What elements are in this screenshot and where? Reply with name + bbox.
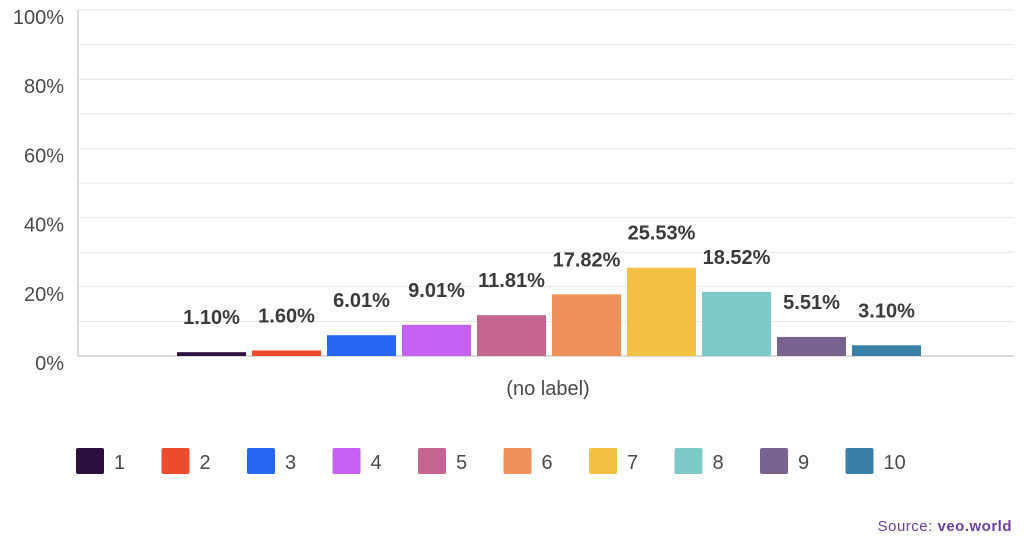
data-label-series-4: 9.01%: [408, 280, 465, 302]
data-label-series-5: 11.81%: [478, 270, 545, 292]
data-label-series-7: 25.53%: [628, 223, 696, 245]
y-tick-label: 0%: [35, 353, 64, 375]
bars: [177, 267, 921, 356]
legend-swatch-1: [76, 448, 104, 474]
bar-series-3: [327, 335, 396, 356]
legend-label-8: 8: [713, 452, 724, 474]
bar-series-9: [777, 336, 846, 356]
legend-label-7: 7: [627, 452, 638, 474]
source-site: veo.world: [937, 518, 1012, 535]
legend-swatch-10: [845, 448, 874, 474]
legend-label-5: 5: [456, 452, 467, 474]
data-label-series-6: 17.82%: [553, 249, 621, 271]
legend-label-9: 9: [798, 452, 809, 474]
bar-series-1: [177, 352, 246, 356]
data-labels: 1.10% 1.60% 6.01% 9.01% 11.81% 17.82% 25.53% 18…: [183, 223, 915, 330]
y-tick-label: 100%: [13, 7, 64, 29]
source-prefix: Source:: [877, 518, 933, 535]
y-tick-label: 80%: [24, 76, 64, 98]
legend-swatch-5: [418, 448, 446, 474]
x-category-label: (no label): [506, 378, 589, 400]
legend-swatch-2: [161, 448, 190, 474]
legend-label-6: 6: [542, 452, 553, 474]
bar-series-4: [402, 324, 471, 356]
legend-label-2: 2: [200, 452, 211, 474]
bar-series-5: [477, 315, 546, 356]
data-label-series-3: 6.01%: [333, 290, 390, 312]
bar-series-7: [627, 267, 696, 356]
legend-swatch-9: [760, 448, 788, 474]
bar-series-8: [702, 291, 771, 356]
legend-swatch-4: [332, 448, 361, 474]
data-label-series-9: 5.51%: [783, 292, 840, 314]
legend-swatch-7: [589, 448, 617, 474]
y-tick-label: 20%: [24, 284, 64, 306]
legend-label-3: 3: [285, 452, 296, 474]
data-label-series-10: 3.10%: [858, 300, 915, 322]
legend-swatch-8: [674, 448, 703, 474]
bar-series-10: [852, 345, 921, 356]
data-label-series-1: 1.10%: [183, 307, 240, 329]
y-tick-label: 40%: [24, 215, 64, 237]
legend-label-1: 1: [114, 452, 125, 474]
source-credit: Source: veo.world: [878, 518, 1012, 535]
bar-series-6: [552, 294, 621, 356]
legend-swatch-6: [503, 448, 532, 474]
legend: 1 2 3 4 5 6 7 8 9 10: [76, 448, 906, 474]
y-axis: 0% 20% 40% 60% 80% 100%: [13, 7, 64, 375]
bar-series-2: [252, 350, 321, 356]
data-label-series-8: 18.52%: [703, 247, 771, 269]
y-tick-label: 60%: [24, 145, 64, 167]
legend-label-10: 10: [884, 452, 906, 474]
legend-label-4: 4: [371, 452, 382, 474]
legend-swatch-3: [247, 448, 275, 474]
data-label-series-2: 1.60%: [258, 305, 315, 327]
